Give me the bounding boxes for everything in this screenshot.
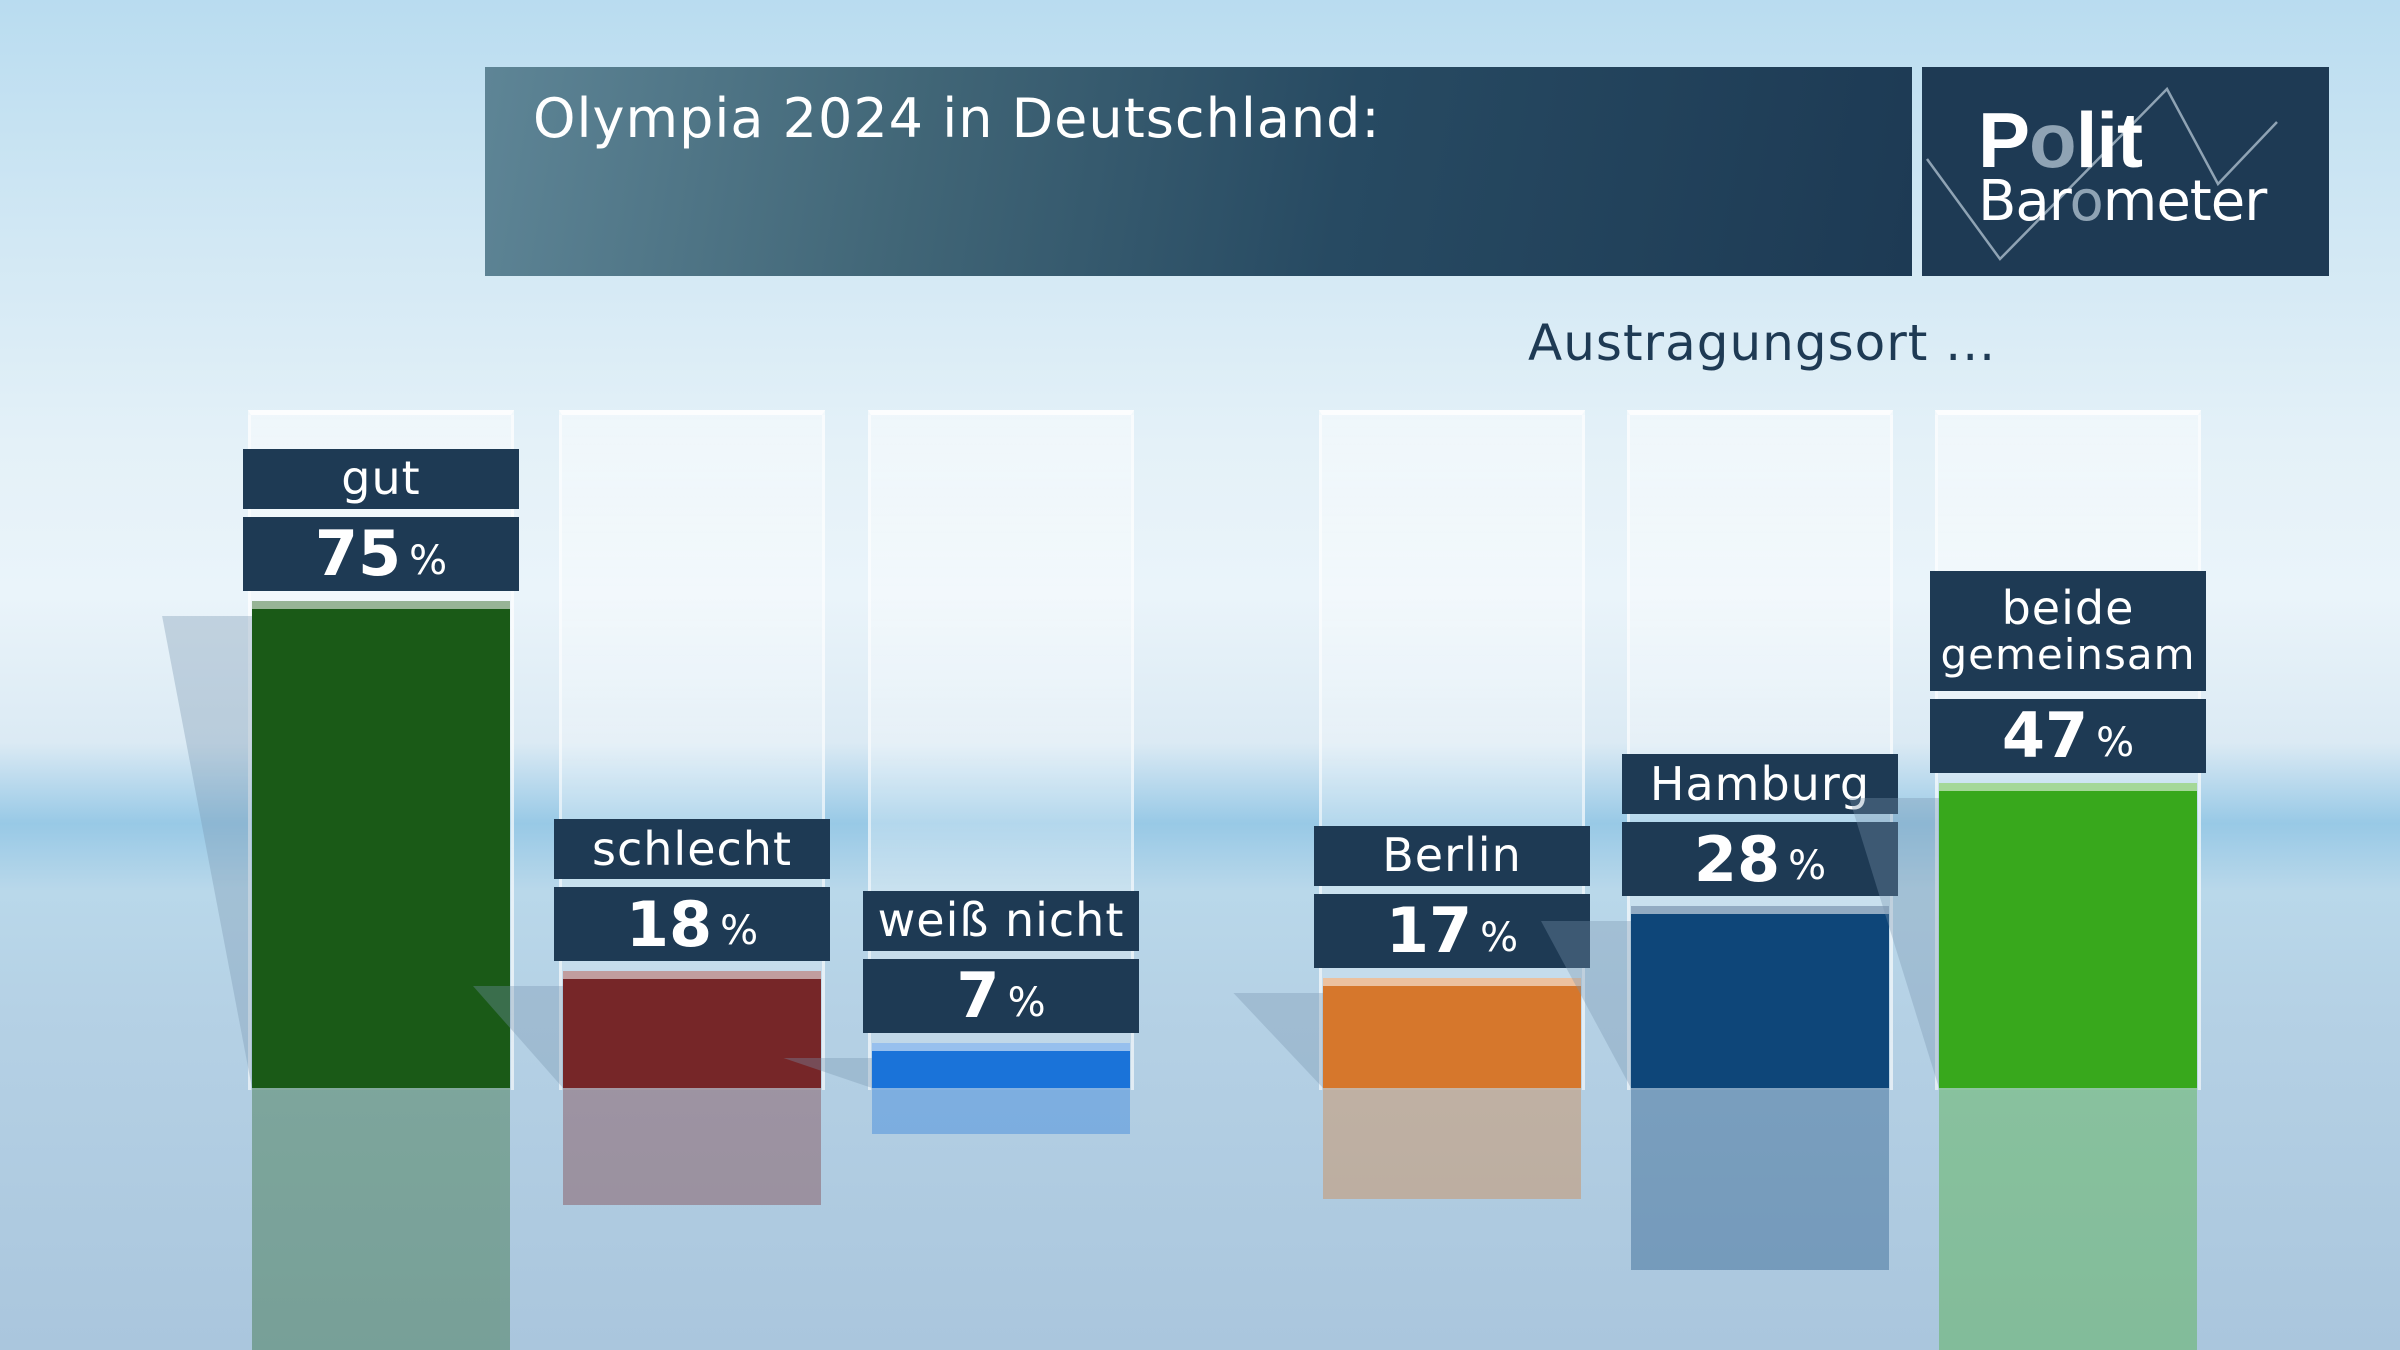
bar-wei-nicht [872, 1042, 1130, 1088]
bar-berlin [1323, 977, 1581, 1088]
category-label-beide-gemeinsam: beide gemeinsam [1930, 570, 2206, 691]
value-number: 28 [1693, 822, 1781, 896]
chart-title: Olympia 2024 in Deutschland: [533, 87, 1381, 150]
value-label-wei-nicht: 7% [863, 958, 1139, 1033]
percent-sign: % [1480, 914, 1519, 961]
percent-sign: % [1788, 843, 1827, 889]
bar-reflection [1323, 1088, 1581, 1199]
title-banner: Olympia 2024 in Deutschland: [485, 67, 1912, 276]
category-text: gemeinsam [1940, 629, 2196, 679]
value-label-gut: 75% [243, 516, 519, 591]
category-label-hamburg: Hamburg [1622, 754, 1898, 814]
value-number: 47 [2001, 699, 2089, 772]
checkmark-icon [1925, 86, 2278, 261]
politbarometer-logo: Polit Barometer [1922, 67, 2329, 276]
bar-reflection [252, 1088, 510, 1350]
bar-top-highlight [872, 1042, 1130, 1051]
glass-column-berlin [1319, 410, 1585, 1090]
category-label-gut: gut [243, 448, 519, 509]
bar-gut [252, 600, 510, 1088]
category-label-wei-nicht: weiß nicht [863, 890, 1139, 951]
bar-reflection [563, 1088, 821, 1205]
bar-schlecht [563, 971, 821, 1088]
value-number: 18 [625, 887, 713, 961]
percent-sign: % [1007, 979, 1046, 1026]
bar-top-highlight [1323, 977, 1581, 986]
value-number: 7 [956, 959, 1000, 1032]
value-label-hamburg: 28% [1622, 822, 1898, 896]
category-text: weiß nicht [877, 893, 1125, 948]
category-label-berlin: Berlin [1314, 825, 1590, 886]
category-text: beide [2001, 581, 2135, 636]
value-label-beide-gemeinsam: 47% [1930, 698, 2206, 773]
percent-sign: % [720, 908, 759, 954]
bar-shadow [162, 615, 252, 1088]
percent-sign: % [2096, 719, 2135, 766]
value-number: 17 [1385, 894, 1473, 967]
percent-sign: % [409, 537, 448, 584]
bar-top-highlight [1631, 906, 1889, 914]
logo-text-polit: Polit [1978, 96, 2143, 184]
bar-shadow [1233, 992, 1323, 1088]
value-number: 75 [314, 517, 402, 590]
category-label-schlecht: schlecht [554, 819, 830, 879]
bar-reflection [1939, 1088, 2197, 1350]
value-label-berlin: 17% [1314, 893, 1590, 968]
category-text: gut [341, 451, 421, 506]
bar-beide-gemeinsam [1939, 782, 2197, 1088]
category-text: Hamburg [1649, 756, 1871, 811]
group-subtitle: Austragungsort ... [1528, 314, 1996, 372]
category-text: Berlin [1382, 828, 1522, 883]
bar-top-highlight [252, 600, 510, 609]
bar-reflection [872, 1088, 1130, 1134]
value-label-schlecht: 18% [554, 887, 830, 961]
bar-top-highlight [1939, 782, 2197, 791]
bar-reflection [1631, 1088, 1889, 1270]
bar-hamburg [1631, 906, 1889, 1088]
bar-top-highlight [563, 971, 821, 979]
logo-text-barometer: Barometer [1978, 169, 2267, 234]
category-text: schlecht [592, 821, 792, 876]
